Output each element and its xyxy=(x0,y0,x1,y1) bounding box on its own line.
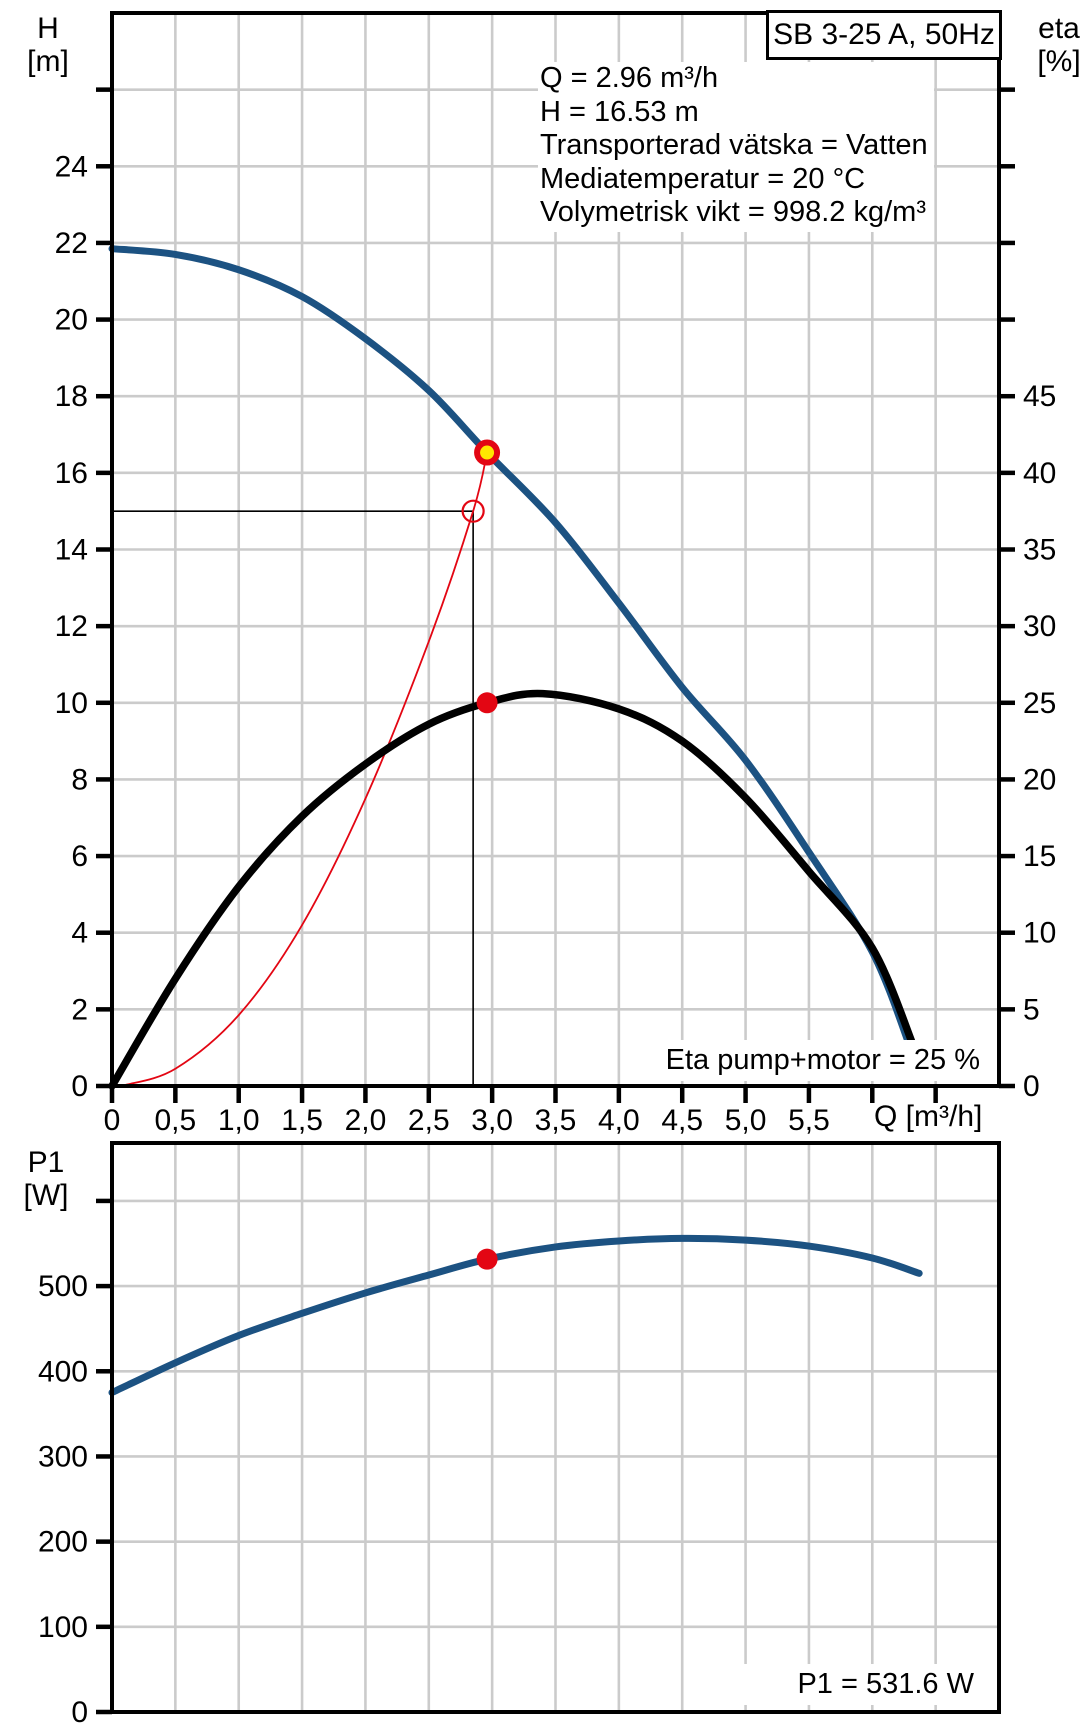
power-point-marker xyxy=(476,1248,498,1270)
y-right-tick-label: 10 xyxy=(1023,917,1056,950)
target-point-marker xyxy=(461,499,485,523)
x-tick-label: 5,0 xyxy=(725,1104,767,1137)
y-left-tick-label: 400 xyxy=(38,1355,88,1388)
info-line-liquid: Transporterad vätska = Vatten xyxy=(540,129,928,161)
y-right-tick-label: 25 xyxy=(1023,687,1056,720)
x-tick-label: 0,5 xyxy=(154,1104,196,1137)
y-right-tick-label: 0 xyxy=(1023,1070,1040,1103)
right-axis-title: eta [%] xyxy=(1028,12,1090,78)
chart-title: SB 3-25 A, 50Hz xyxy=(773,18,995,51)
y-left-tick-label: 12 xyxy=(55,610,88,643)
y-right-tick-label: 20 xyxy=(1023,763,1056,796)
x-axis-title: Q [m³/h] xyxy=(874,1100,983,1133)
power-axis-title-line1: P1 xyxy=(27,1146,65,1179)
info-line-temperature: Mediatemperatur = 20 °C xyxy=(540,162,866,195)
p1-curve xyxy=(108,1234,923,1397)
x-tick-label: 1,5 xyxy=(281,1104,323,1137)
y-left-tick-label: 22 xyxy=(55,227,88,260)
efficiency-curve xyxy=(108,689,918,1090)
y-left-tick-label: 0 xyxy=(71,1696,88,1729)
y-right-tick-label: 15 xyxy=(1023,840,1056,873)
duty-info-block: Q = 2.96 m³/h H = 16.53 m Transporterad … xyxy=(538,62,934,232)
left-axis-title-line2: [m] xyxy=(27,45,69,78)
efficiency-point-marker xyxy=(476,692,498,714)
x-tick-label: 5,5 xyxy=(788,1104,830,1137)
x-tick-label: 2,0 xyxy=(345,1104,387,1137)
x-tick-label: 0 xyxy=(104,1104,121,1137)
eta-annotation: Eta pump+motor = 25 % xyxy=(646,1040,988,1081)
head-curve xyxy=(108,245,914,1052)
y-left-tick-label: 20 xyxy=(55,304,88,337)
y-left-tick-label: 300 xyxy=(38,1440,88,1473)
y-left-tick-label: 0 xyxy=(71,1070,88,1103)
x-tick-label: 3,5 xyxy=(535,1104,577,1137)
y-left-tick-label: 16 xyxy=(55,457,88,490)
power-axis-title-line2: [W] xyxy=(23,1179,69,1212)
info-line-h: H = 16.53 m xyxy=(540,95,699,128)
p1-annotation: P1 = 531.6 W xyxy=(700,1664,982,1705)
right-axis-title-line2: [%] xyxy=(1037,45,1081,78)
plot-border xyxy=(110,1141,1001,1714)
left-axis-title: H [m] xyxy=(16,12,80,78)
y-right-tick-label: 45 xyxy=(1023,380,1056,413)
y-left-tick-label: 2 xyxy=(71,993,88,1026)
y-left-tick-label: 8 xyxy=(71,763,88,796)
y-right-tick-label: 5 xyxy=(1023,993,1040,1026)
x-tick-label: 4,0 xyxy=(598,1104,640,1137)
y-left-tick-label: 100 xyxy=(38,1611,88,1644)
y-left-tick-label: 24 xyxy=(55,150,88,183)
chart-title-box: SB 3-25 A, 50Hz xyxy=(766,10,1002,60)
y-left-tick-label: 200 xyxy=(38,1526,88,1559)
x-tick-label: 1,0 xyxy=(218,1104,260,1137)
left-axis-title-line1: H xyxy=(37,12,59,45)
duty-point-marker xyxy=(474,439,501,466)
right-axis-title-line1: eta xyxy=(1038,12,1080,45)
y-right-tick-label: 40 xyxy=(1023,457,1056,490)
x-tick-label: 4,5 xyxy=(661,1104,703,1137)
y-right-tick-label: 35 xyxy=(1023,534,1056,567)
info-line-density: Volymetrisk vikt = 998.2 kg/m³ xyxy=(540,196,926,228)
x-tick-label: 3,0 xyxy=(471,1104,513,1137)
x-tick-label: 2,5 xyxy=(408,1104,450,1137)
y-right-tick-label: 30 xyxy=(1023,610,1056,643)
y-left-tick-label: 14 xyxy=(55,534,88,567)
y-left-tick-label: 500 xyxy=(38,1270,88,1303)
system-curve xyxy=(123,451,488,1087)
y-left-tick-label: 18 xyxy=(55,380,88,413)
y-left-tick-label: 4 xyxy=(71,917,88,950)
info-line-q: Q = 2.96 m³/h xyxy=(540,62,719,94)
y-left-tick-label: 6 xyxy=(71,840,88,873)
y-left-tick-label: 10 xyxy=(55,687,88,720)
power-axis-title: P1 [W] xyxy=(14,1146,78,1212)
